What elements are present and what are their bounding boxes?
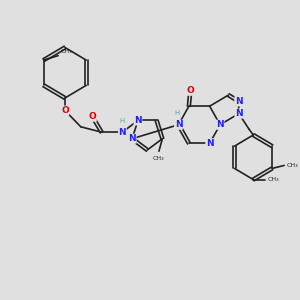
Text: O: O [186,86,194,95]
Text: CH₃: CH₃ [267,177,279,182]
Text: N: N [216,120,224,129]
Text: H: H [174,110,180,116]
Text: H: H [119,118,124,124]
Text: O: O [61,106,69,115]
Text: CH₃: CH₃ [153,156,165,161]
Text: N: N [206,139,214,148]
Text: O: O [88,112,96,121]
Text: N: N [235,109,243,118]
Text: N: N [128,134,136,143]
Text: CH₃: CH₃ [286,163,298,168]
Text: N: N [235,97,242,106]
Text: N: N [175,120,182,129]
Text: N: N [134,116,142,125]
Text: N: N [118,128,126,137]
Text: CH₃: CH₃ [60,49,72,54]
